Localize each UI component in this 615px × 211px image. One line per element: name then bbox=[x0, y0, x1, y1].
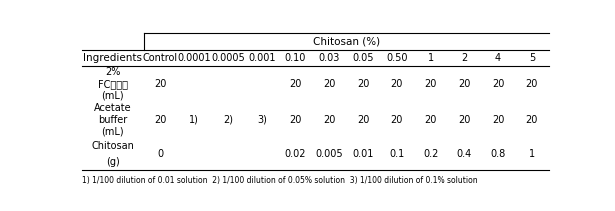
Text: 0.8: 0.8 bbox=[491, 149, 506, 159]
Text: 20: 20 bbox=[458, 115, 470, 124]
Text: 0.50: 0.50 bbox=[386, 53, 408, 63]
Text: 0.4: 0.4 bbox=[457, 149, 472, 159]
Text: Control: Control bbox=[143, 53, 178, 63]
Text: 20: 20 bbox=[289, 79, 302, 89]
Text: 20: 20 bbox=[357, 79, 369, 89]
Text: 20: 20 bbox=[424, 79, 437, 89]
Text: 0.0005: 0.0005 bbox=[211, 53, 245, 63]
Text: 0.0001: 0.0001 bbox=[178, 53, 211, 63]
Text: 20: 20 bbox=[458, 79, 470, 89]
Text: 20: 20 bbox=[323, 115, 335, 124]
Text: 0.05: 0.05 bbox=[352, 53, 374, 63]
Text: 0.03: 0.03 bbox=[319, 53, 340, 63]
Text: Ingredients: Ingredients bbox=[83, 53, 142, 63]
Text: 0.2: 0.2 bbox=[423, 149, 438, 159]
Text: 20: 20 bbox=[357, 115, 369, 124]
Text: 4: 4 bbox=[495, 53, 501, 63]
Text: 20: 20 bbox=[492, 115, 504, 124]
Text: Acetate: Acetate bbox=[94, 103, 132, 113]
Text: 1) 1/100 dilution of 0.01 solution  2) 1/100 dilution of 0.05% solution  3) 1/10: 1) 1/100 dilution of 0.01 solution 2) 1/… bbox=[82, 176, 477, 185]
Text: 20: 20 bbox=[323, 79, 335, 89]
Text: 0.01: 0.01 bbox=[352, 149, 374, 159]
Text: 20: 20 bbox=[424, 115, 437, 124]
Text: 0.005: 0.005 bbox=[315, 149, 343, 159]
Text: (mL): (mL) bbox=[101, 91, 124, 101]
Text: 2%: 2% bbox=[105, 67, 121, 77]
Text: Chitosan: Chitosan bbox=[91, 141, 134, 150]
Text: 5: 5 bbox=[529, 53, 535, 63]
Text: 0.1: 0.1 bbox=[389, 149, 405, 159]
Text: 1: 1 bbox=[529, 149, 535, 159]
Text: 20: 20 bbox=[391, 79, 403, 89]
Text: 1): 1) bbox=[189, 115, 199, 124]
Text: 2: 2 bbox=[461, 53, 467, 63]
Text: buffer: buffer bbox=[98, 115, 127, 124]
Text: 20: 20 bbox=[492, 79, 504, 89]
Text: (g): (g) bbox=[106, 157, 119, 167]
Text: Chitosan (%): Chitosan (%) bbox=[312, 37, 379, 47]
Text: 3): 3) bbox=[257, 115, 267, 124]
Text: 20: 20 bbox=[289, 115, 302, 124]
Text: 2): 2) bbox=[223, 115, 233, 124]
Text: 20: 20 bbox=[154, 115, 167, 124]
Text: 20: 20 bbox=[526, 79, 538, 89]
Text: FC리포졸: FC리포졸 bbox=[98, 79, 128, 89]
Text: 20: 20 bbox=[391, 115, 403, 124]
Text: 0.02: 0.02 bbox=[285, 149, 306, 159]
Text: 20: 20 bbox=[154, 79, 167, 89]
Text: 0: 0 bbox=[157, 149, 164, 159]
Text: 20: 20 bbox=[526, 115, 538, 124]
Text: (mL): (mL) bbox=[101, 126, 124, 137]
Text: 0.10: 0.10 bbox=[285, 53, 306, 63]
Text: 0.001: 0.001 bbox=[248, 53, 276, 63]
Text: 1: 1 bbox=[427, 53, 434, 63]
